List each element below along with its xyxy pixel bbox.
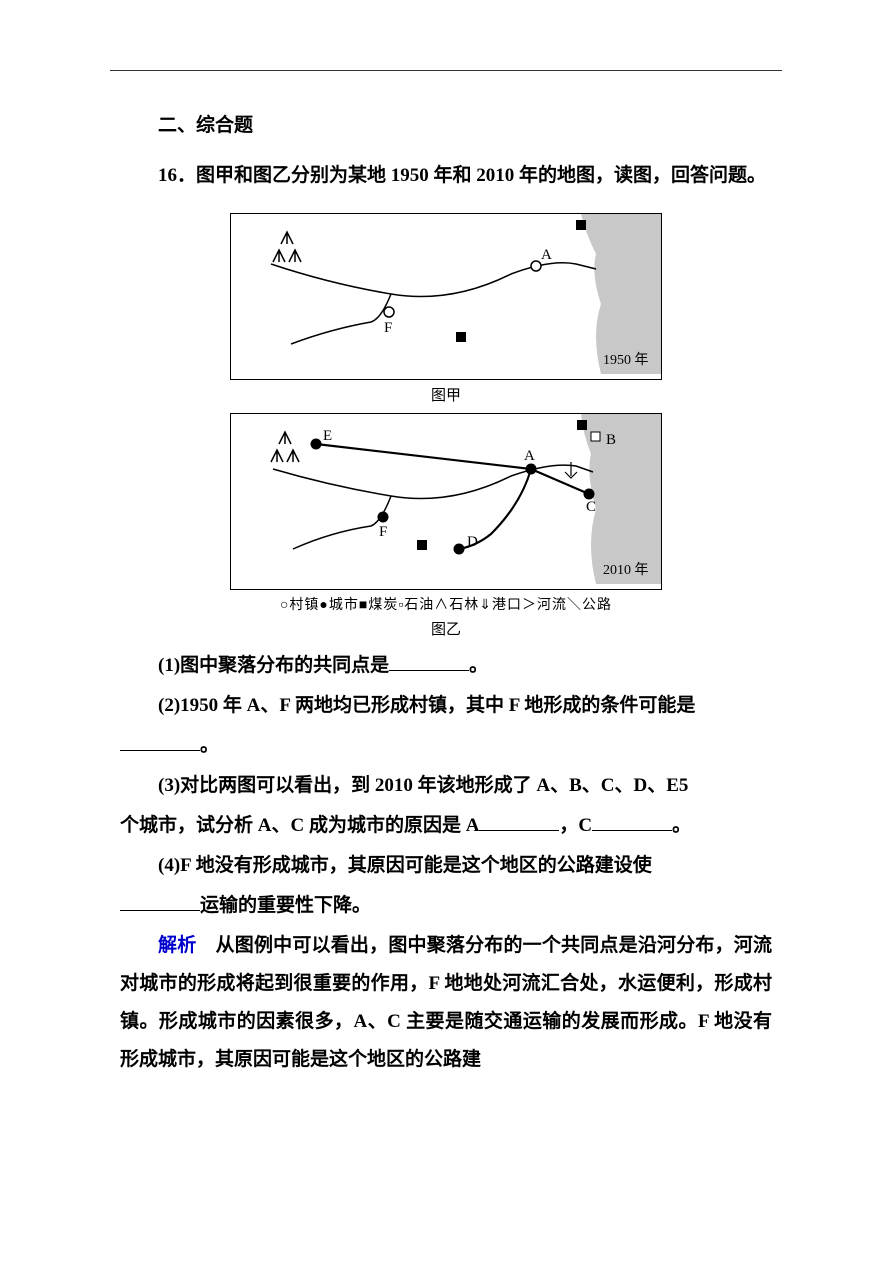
q1: (1)图中聚落分布的共同点是 。 — [120, 647, 772, 685]
coal-icon — [456, 332, 466, 342]
map-jia: A F 1950 年 — [230, 213, 662, 380]
q3-mid: ，C — [559, 815, 592, 836]
city-marker — [584, 489, 595, 500]
city-marker — [526, 464, 537, 475]
village-marker — [531, 261, 541, 271]
label-B: B — [606, 432, 616, 448]
river-branch — [293, 496, 391, 549]
map-jia-caption: 图甲 — [120, 384, 772, 405]
section-title: 二、综合题 — [120, 110, 772, 137]
analysis: 解析 从图例中可以看出，图中聚落分布的一个共同点是沿河分布，河流对城市的形成将起… — [120, 927, 772, 1079]
header-rule — [110, 70, 782, 71]
road — [531, 469, 589, 494]
label-A: A — [524, 448, 535, 464]
label-F: F — [379, 524, 387, 540]
map-yi-caption: 图乙 — [120, 618, 772, 639]
q2-end: 。 — [200, 735, 219, 756]
road — [316, 444, 531, 469]
river-branch — [291, 294, 391, 344]
river-main — [271, 263, 596, 297]
river-main — [273, 465, 593, 498]
q3-line2: 个城市，试分析 A、C 成为城市的原因是 A ，C 。 — [120, 807, 772, 845]
map-yi: E A C D F B 2 — [230, 413, 662, 590]
sea-area — [581, 214, 661, 374]
coal-icon — [576, 220, 586, 230]
analysis-text: 从图例中可以看出，图中聚落分布的一个共同点是沿河分布，河流对城市的形成将起到很重… — [120, 935, 772, 1070]
city-marker — [311, 439, 322, 450]
label-A: A — [541, 247, 552, 263]
city-marker — [378, 512, 389, 523]
year-label: 1950 年 — [603, 352, 649, 368]
q3-line1: (3)对比两图可以看出，到 2010 年该地形成了 A、B、C、D、E5 — [120, 767, 772, 805]
year-label: 2010 年 — [603, 562, 649, 578]
port-icon — [565, 462, 577, 478]
label-F: F — [384, 320, 392, 336]
analysis-label: 解析 — [158, 935, 196, 956]
map-legend: ○村镇●城市■煤炭▫石油∧石林⇓港口＞河流＼公路 — [120, 594, 772, 614]
oil-icon — [591, 432, 600, 441]
blank — [592, 810, 672, 831]
village-marker — [384, 307, 394, 317]
page-content: 二、综合题 16．图甲和图乙分别为某地 1950 年和 2010 年的地图，读图… — [120, 110, 772, 1079]
q4-line2: 运输的重要性下降。 — [120, 887, 772, 925]
q16-intro: 16．图甲和图乙分别为某地 1950 年和 2010 年的地图，读图，回答问题。 — [120, 157, 772, 195]
map-yi-container: E A C D F B 2 — [120, 413, 772, 639]
q2-line1: (2)1950 年 A、F 两地均已形成村镇，其中 F 地形成的条件可能是 — [120, 687, 772, 725]
label-D: D — [467, 534, 478, 550]
coal-icon — [417, 540, 427, 550]
q4-line1: (4)F 地没有形成城市，其原因可能是这个地区的公路建设使 — [120, 847, 772, 885]
blank — [389, 650, 469, 671]
city-marker — [454, 544, 465, 555]
q1-end: 。 — [469, 655, 488, 676]
blank — [479, 810, 559, 831]
label-C: C — [586, 499, 596, 515]
q4-end: 运输的重要性下降。 — [200, 895, 371, 916]
stone-forest-icon — [271, 432, 299, 462]
q3-end: 。 — [672, 815, 691, 836]
stone-forest-icon — [273, 232, 301, 262]
q2-line2: 。 — [120, 727, 772, 765]
label-E: E — [323, 428, 332, 444]
coal-icon — [577, 420, 587, 430]
q3-2: 个城市，试分析 A、C 成为城市的原因是 A — [120, 815, 479, 836]
blank — [120, 890, 200, 911]
blank — [120, 730, 200, 751]
map-jia-container: A F 1950 年 图甲 — [120, 213, 772, 405]
q1-text: (1)图中聚落分布的共同点是 — [158, 655, 389, 676]
